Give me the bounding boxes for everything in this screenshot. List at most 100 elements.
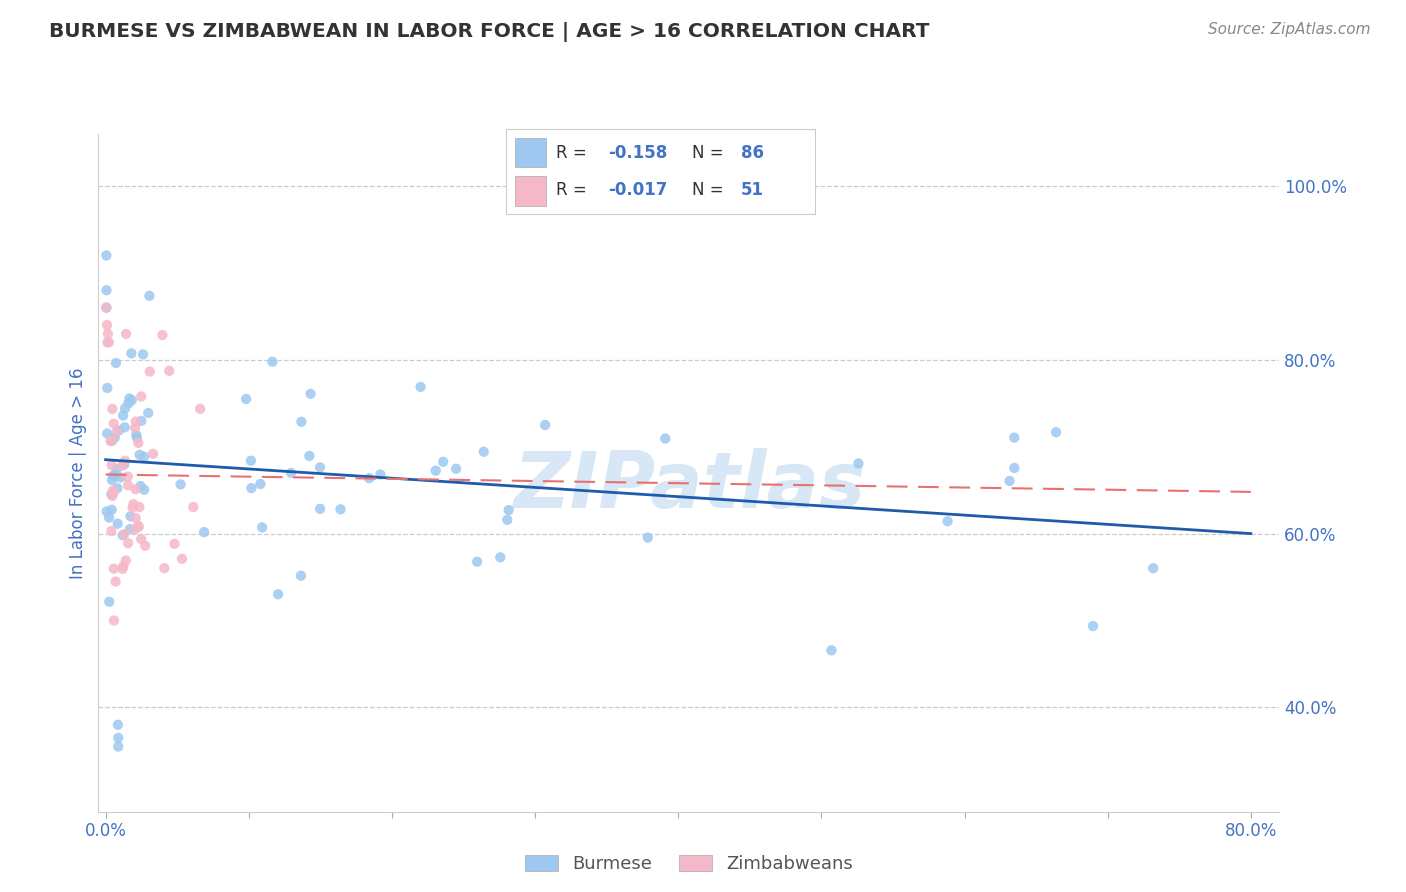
Point <box>138 289 160 303</box>
Point <box>127 518 149 533</box>
Point <box>1002 431 1025 445</box>
Point <box>134 450 156 464</box>
Point <box>290 415 312 429</box>
Point <box>98 510 121 524</box>
Point <box>1081 619 1104 633</box>
Point <box>250 520 273 534</box>
Point <box>97 326 120 341</box>
Point <box>105 462 128 476</box>
Point <box>193 525 215 540</box>
Point <box>96 504 118 518</box>
Point <box>103 614 125 628</box>
Point <box>111 458 134 473</box>
Point <box>111 528 134 542</box>
Point <box>107 739 129 754</box>
Point <box>181 500 204 514</box>
Point <box>117 396 139 410</box>
Point <box>101 434 124 448</box>
Point <box>96 301 118 315</box>
Point <box>169 477 191 491</box>
Point <box>132 347 155 361</box>
Point <box>96 283 118 297</box>
Point <box>432 455 454 469</box>
Point <box>128 519 150 533</box>
Point <box>235 392 257 406</box>
Point <box>103 468 125 483</box>
Point <box>98 595 121 609</box>
Bar <box>516 176 547 206</box>
Point <box>125 427 148 442</box>
Point <box>142 447 165 461</box>
Point <box>100 524 122 538</box>
Point <box>112 527 135 541</box>
Point <box>170 551 193 566</box>
Point <box>121 393 143 408</box>
Point <box>114 401 136 416</box>
Point <box>107 424 129 438</box>
Point <box>290 568 312 582</box>
Point <box>122 497 145 511</box>
Point <box>117 478 139 492</box>
Point <box>125 431 148 445</box>
Point <box>262 355 284 369</box>
Point <box>101 401 124 416</box>
Point <box>112 458 135 472</box>
Point <box>489 550 512 565</box>
Point <box>240 481 263 495</box>
Point <box>409 380 432 394</box>
Point <box>936 514 959 528</box>
Point <box>249 477 271 491</box>
Point <box>136 406 159 420</box>
Y-axis label: In Labor Force | Age > 16: In Labor Force | Age > 16 <box>69 367 87 579</box>
Point <box>239 453 262 467</box>
Point <box>104 356 127 370</box>
Point <box>101 434 124 448</box>
Point <box>107 731 129 745</box>
Point <box>114 454 136 468</box>
Point <box>280 466 302 480</box>
Point <box>534 417 557 432</box>
Point <box>96 318 118 332</box>
Point <box>1045 425 1067 440</box>
Point <box>114 553 136 567</box>
Point <box>129 532 152 546</box>
Point <box>97 335 120 350</box>
Point <box>370 467 392 482</box>
Point <box>101 473 124 487</box>
Point <box>111 562 134 576</box>
Point <box>329 502 352 516</box>
Point <box>103 485 125 500</box>
Text: N =: N = <box>692 181 728 199</box>
Point <box>998 474 1021 488</box>
Point <box>299 387 322 401</box>
Point <box>134 539 156 553</box>
Point <box>125 415 148 429</box>
Point <box>163 537 186 551</box>
Point <box>1002 461 1025 475</box>
Point <box>100 502 122 516</box>
Point <box>153 561 176 575</box>
Point <box>105 424 128 438</box>
Point <box>103 417 125 431</box>
Point <box>128 500 150 514</box>
Text: -0.158: -0.158 <box>609 144 668 161</box>
Point <box>654 432 676 446</box>
Bar <box>516 138 547 168</box>
Text: 51: 51 <box>741 181 765 199</box>
Text: BURMESE VS ZIMBABWEAN IN LABOR FORCE | AGE > 16 CORRELATION CHART: BURMESE VS ZIMBABWEAN IN LABOR FORCE | A… <box>49 22 929 42</box>
Point <box>820 643 842 657</box>
Point <box>96 248 118 262</box>
Point <box>96 381 118 395</box>
Point <box>139 365 162 379</box>
Point <box>152 328 174 343</box>
Point <box>309 501 332 516</box>
Point <box>120 509 142 524</box>
Point <box>121 500 143 515</box>
Legend: Burmese, Zimbabweans: Burmese, Zimbabweans <box>517 848 860 880</box>
Point <box>100 487 122 501</box>
Point <box>425 464 447 478</box>
Point <box>112 409 135 423</box>
Point <box>118 522 141 536</box>
Point <box>124 522 146 536</box>
Point <box>105 481 128 495</box>
